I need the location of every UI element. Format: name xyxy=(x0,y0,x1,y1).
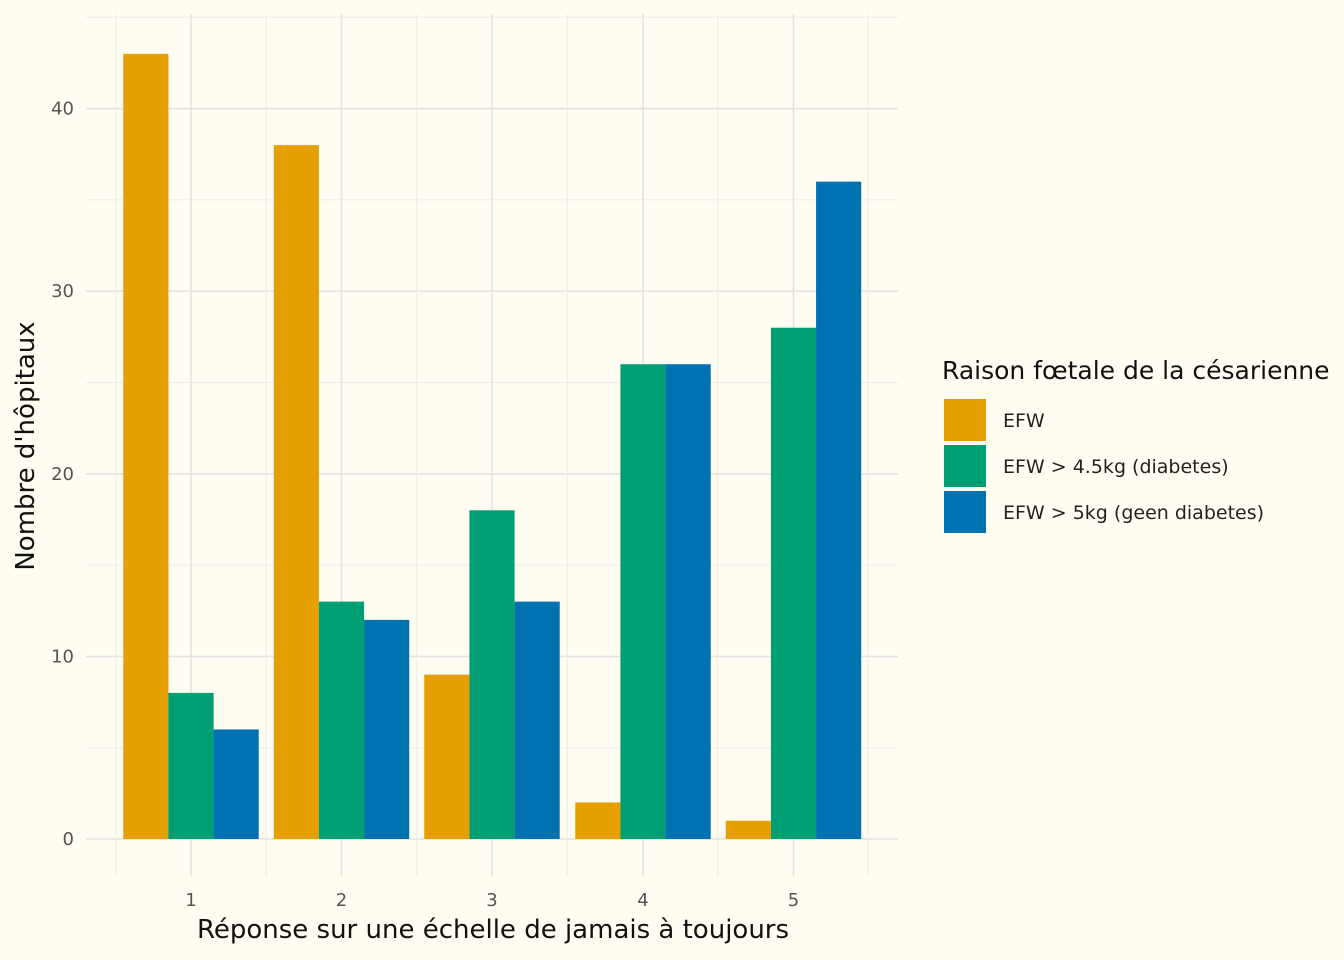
bar-series3-cat4 xyxy=(665,364,711,839)
bar-series1-cat3 xyxy=(424,674,470,839)
bar-series3-cat3 xyxy=(514,601,560,839)
bar-series3-cat2 xyxy=(364,619,410,839)
y-tick-label: 40 xyxy=(51,99,74,120)
bar-series2-cat2 xyxy=(318,601,365,839)
legend-label: EFW > 4.5kg (diabetes) xyxy=(1003,456,1229,478)
y-tick-label: 30 xyxy=(51,281,74,302)
y-tick-label: 0 xyxy=(63,829,74,850)
x-tick-label: 4 xyxy=(637,890,648,911)
bar-series2-cat3 xyxy=(469,510,515,839)
bars xyxy=(123,53,862,839)
bar-series1-cat2 xyxy=(273,145,319,839)
x-tick-label: 5 xyxy=(788,890,799,911)
x-axis-title: Réponse sur une échelle de jamais à touj… xyxy=(197,915,789,945)
bar-series1-cat5 xyxy=(725,820,771,839)
x-axis-ticks: 1 2 3 4 5 xyxy=(185,890,799,911)
bar-series2-cat1 xyxy=(168,692,214,839)
legend-swatch xyxy=(944,491,986,533)
bar-series3-cat1 xyxy=(213,729,259,839)
bar-series3-cat5 xyxy=(816,181,862,839)
x-tick-label: 3 xyxy=(486,890,497,911)
legend-label: EFW > 5kg (geen diabetes) xyxy=(1003,502,1264,524)
bar-series2-cat5 xyxy=(770,327,817,839)
legend-swatch xyxy=(944,445,986,487)
y-axis-ticks: 0 10 20 30 40 xyxy=(51,99,74,850)
y-tick-label: 10 xyxy=(51,646,74,667)
bar-series1-cat4 xyxy=(575,802,621,839)
x-tick-label: 2 xyxy=(336,890,347,911)
y-axis-title: Nombre d'hôpitaux xyxy=(11,321,41,570)
legend: Raison fœtale de la césarienne EFW EFW > … xyxy=(942,356,1330,533)
bar-series1-cat1 xyxy=(123,53,169,839)
legend-swatch xyxy=(944,399,986,441)
legend-title: Raison fœtale de la césarienne xyxy=(942,356,1330,385)
bar-series2-cat4 xyxy=(620,364,666,839)
y-tick-label: 20 xyxy=(51,464,74,485)
x-tick-label: 1 xyxy=(185,890,196,911)
legend-label: EFW xyxy=(1003,410,1045,432)
